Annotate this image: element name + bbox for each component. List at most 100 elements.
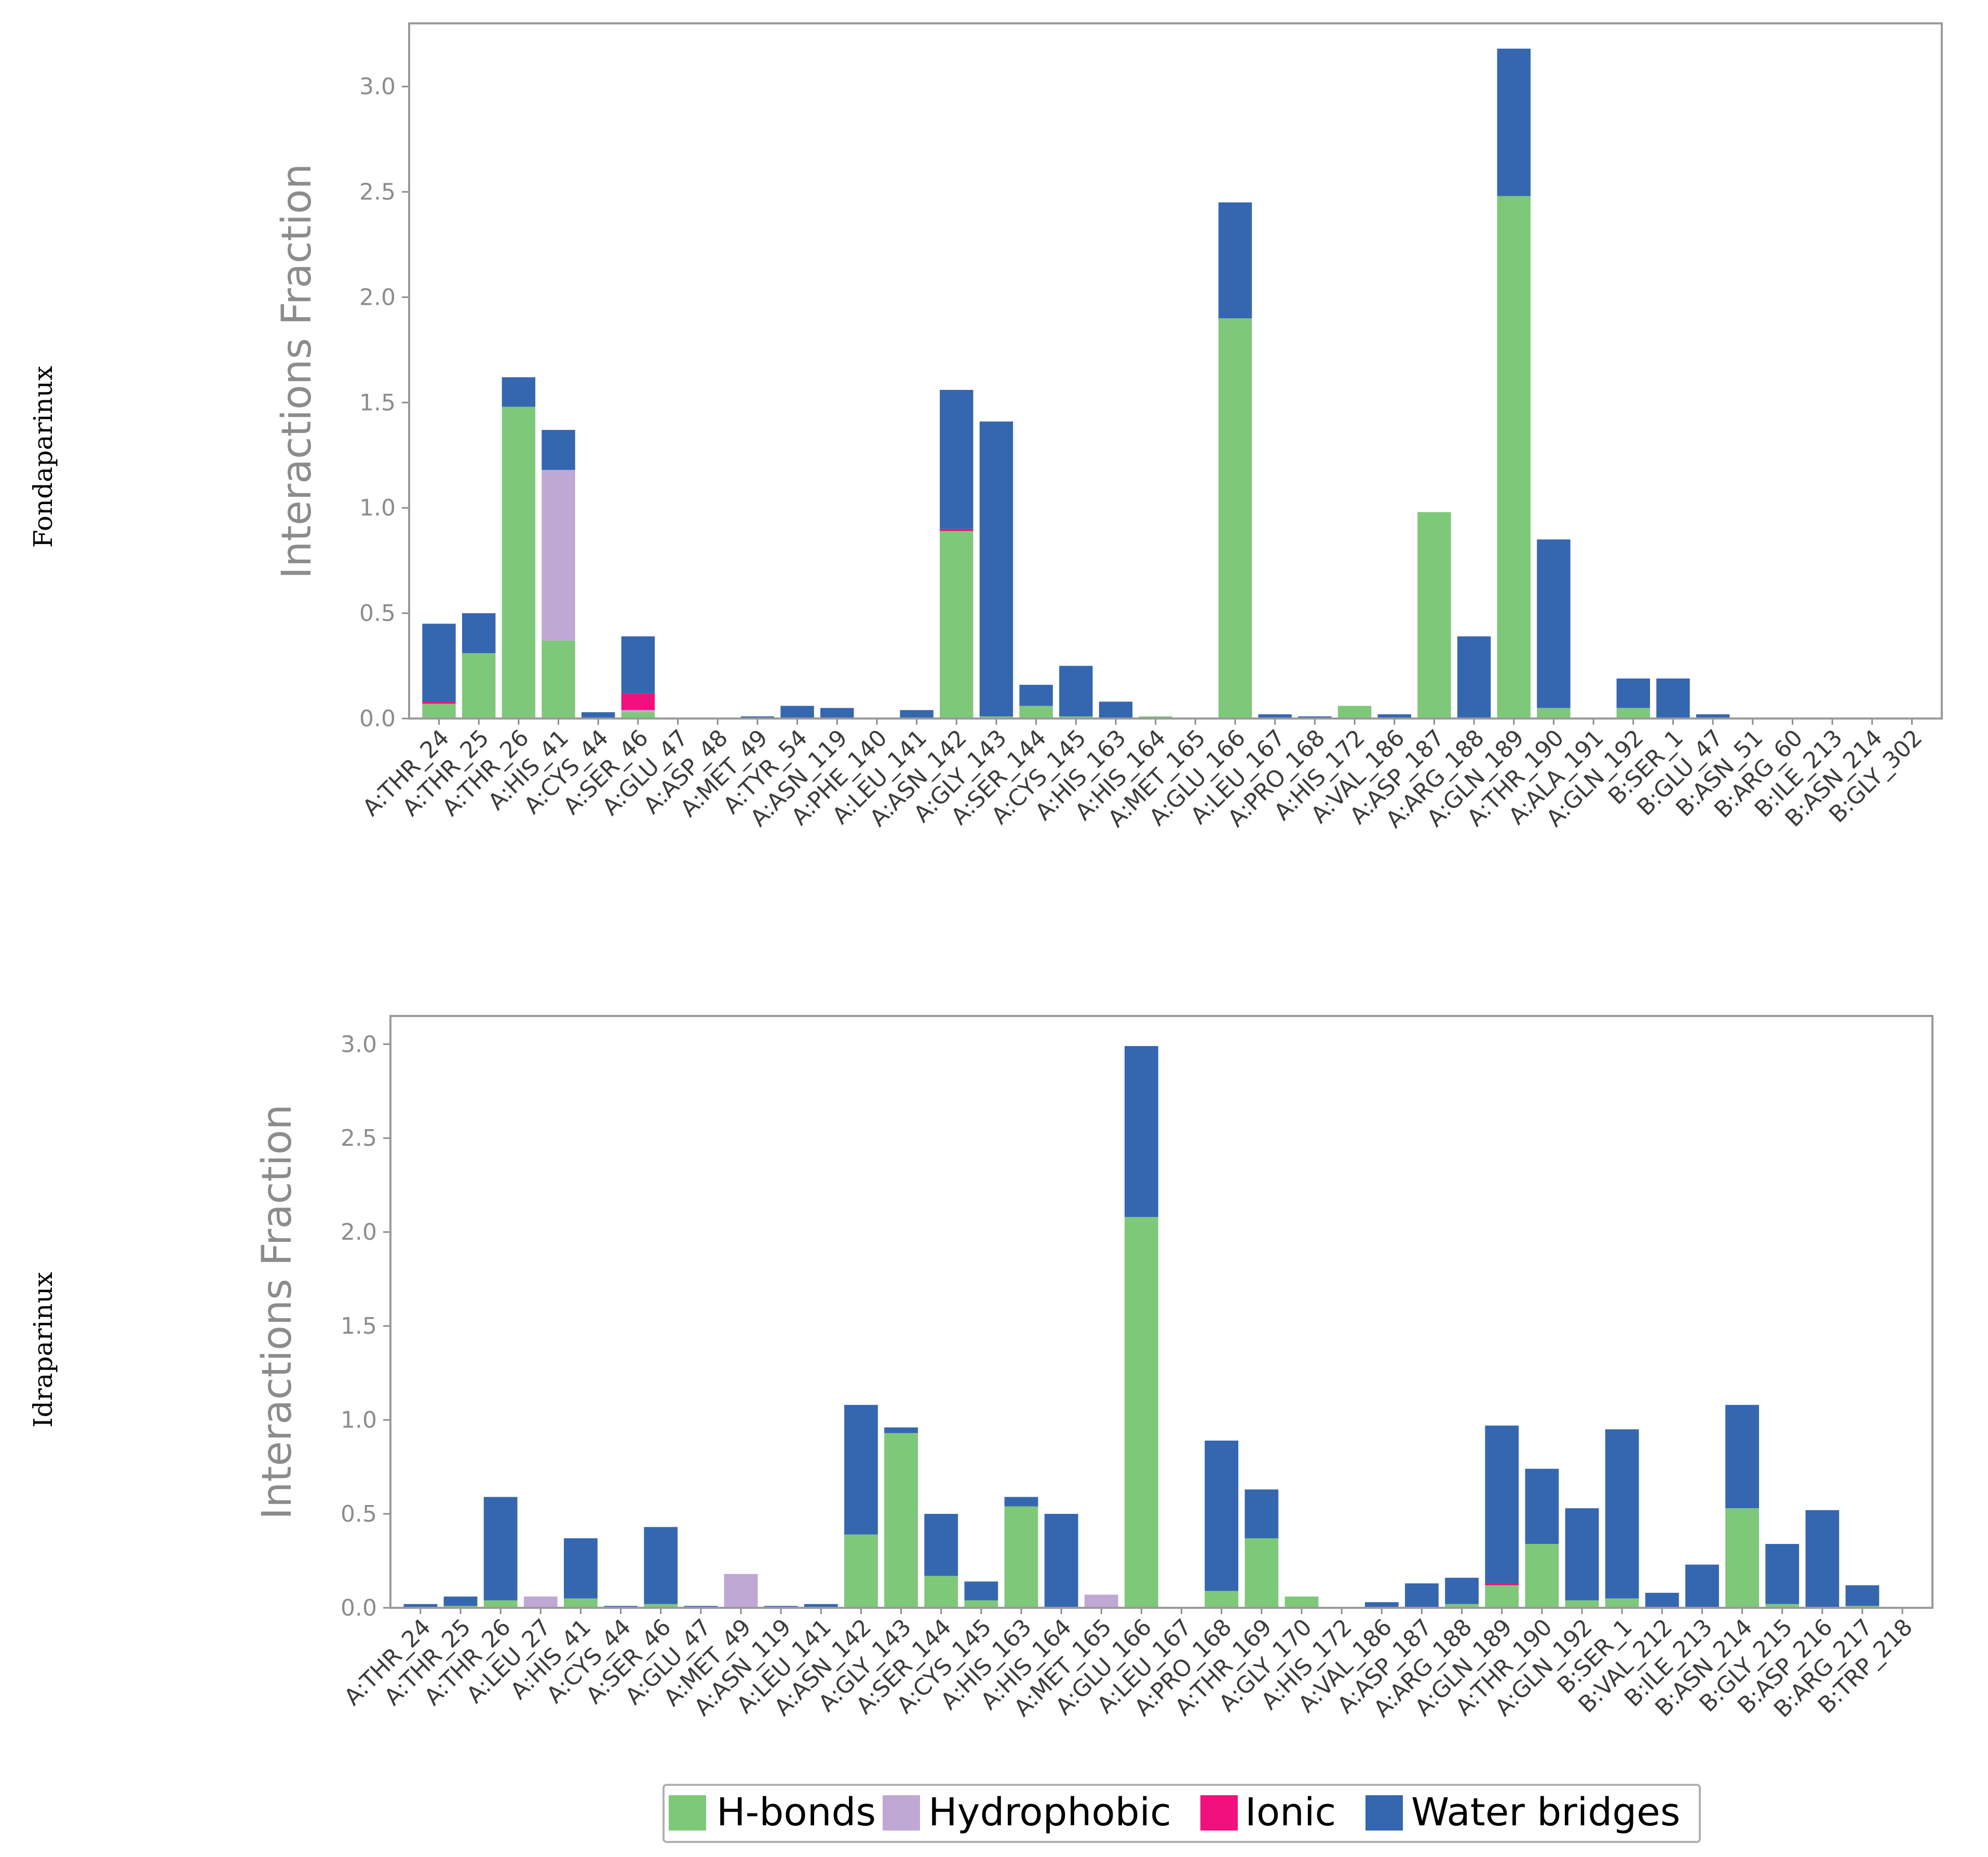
bar-water-bridges-b-val-212 xyxy=(1645,1593,1679,1608)
y-tick-label-4: 2.0 xyxy=(359,284,396,310)
legend-swatch-water-bridges xyxy=(1365,1795,1403,1831)
row-label-fondaparinux: Fondaparinux xyxy=(28,366,58,548)
bar-water-bridges-a-leu-141 xyxy=(804,1604,838,1608)
bar-water-bridges-a-gln-192 xyxy=(1565,1508,1599,1601)
bar-water-bridges-a-ser-46 xyxy=(621,636,655,694)
bar-h-bonds-a-gln-192 xyxy=(1565,1600,1599,1608)
legend-swatch-h-bonds xyxy=(669,1795,706,1831)
legend-frame xyxy=(662,1784,1701,1843)
chart-panel-fondaparinux: A:THR_24A:THR_25A:THR_26A:HIS_41A:CYS_44… xyxy=(274,22,1943,833)
bar-water-bridges-a-thr-24 xyxy=(422,623,456,702)
bar-h-bonds-a-ser-144 xyxy=(1019,706,1053,719)
bar-h-bonds-a-his-172 xyxy=(1337,706,1372,719)
bar-h-bonds-a-arg-188 xyxy=(1445,1604,1479,1608)
bar-water-bridges-a-thr-25 xyxy=(443,1596,478,1606)
bar-h-bonds-a-glu-166 xyxy=(1218,318,1252,719)
y-tick-label-1: 0.5 xyxy=(341,1501,377,1527)
legend-swatch-ionic xyxy=(1200,1795,1238,1831)
bar-water-bridges-a-leu-141 xyxy=(900,710,934,719)
bar-water-bridges-a-leu-167 xyxy=(1258,714,1292,719)
bar-water-bridges-a-val-186 xyxy=(1377,714,1411,719)
bar-water-bridges-a-arg-188 xyxy=(1445,1578,1479,1604)
bar-water-bridges-a-thr-26 xyxy=(502,377,536,407)
bar-water-bridges-a-his-164 xyxy=(1044,1514,1078,1608)
bar-water-bridges-a-tyr-54 xyxy=(780,706,814,719)
y-axis-label: Interactions Fraction xyxy=(274,164,320,579)
bar-water-bridges-a-his-163 xyxy=(1099,701,1133,719)
bar-water-bridges-a-his-41 xyxy=(564,1538,598,1598)
bar-h-bonds-a-cys-145 xyxy=(1059,716,1093,719)
bar-hydrophobic-a-ser-46 xyxy=(621,710,655,712)
legend-label-water-bridges: Water bridges xyxy=(1411,1790,1680,1835)
bar-water-bridges-a-val-186 xyxy=(1364,1602,1399,1608)
plot-area xyxy=(409,23,1942,719)
plot-frame xyxy=(389,1015,1933,1609)
bar-water-bridges-b-glu-47 xyxy=(1696,714,1730,719)
bar-water-bridges-b-gly-215 xyxy=(1765,1543,1800,1604)
bar-h-bonds-a-his-41 xyxy=(542,640,575,719)
legend-label-ionic: Ionic xyxy=(1245,1790,1336,1835)
bar-ionic-a-thr-24 xyxy=(422,701,456,704)
y-tick-label-1: 0.5 xyxy=(359,600,396,627)
legend: H-bonds Hydrophobic Ionic Water bridges xyxy=(662,1784,1701,1843)
bar-ionic-a-gln-189 xyxy=(1485,1583,1519,1585)
bar-h-bonds-a-gly-143 xyxy=(884,1433,918,1608)
bar-h-bonds-a-thr-169 xyxy=(1245,1538,1279,1608)
bar-water-bridges-a-thr-169 xyxy=(1245,1489,1279,1539)
y-tick-label-0: 0.0 xyxy=(359,706,396,732)
bar-water-bridges-a-asn-142 xyxy=(940,390,973,529)
bar-water-bridges-a-pro-168 xyxy=(1298,716,1332,719)
bar-water-bridges-a-glu-166 xyxy=(1218,202,1252,319)
y-tick-label-6: 3.0 xyxy=(341,1031,377,1058)
bar-water-bridges-b-arg-217 xyxy=(1845,1585,1879,1606)
y-tick-label-5: 2.5 xyxy=(359,179,396,206)
y-tick-label-5: 2.5 xyxy=(341,1125,377,1151)
bar-h-bonds-a-his-163 xyxy=(1004,1506,1038,1608)
bar-water-bridges-a-gln-189 xyxy=(1485,1425,1519,1583)
bar-h-bonds-b-asn-214 xyxy=(1725,1508,1759,1608)
bar-water-bridges-a-gln-189 xyxy=(1497,48,1531,196)
bar-water-bridges-a-gly-143 xyxy=(979,421,1013,716)
bar-water-bridges-a-thr-190 xyxy=(1525,1469,1559,1544)
bar-water-bridges-a-met-49 xyxy=(740,716,775,719)
bar-ionic-a-asn-142 xyxy=(940,528,973,531)
bar-h-bonds-a-asn-142 xyxy=(844,1534,878,1608)
bar-h-bonds-a-thr-26 xyxy=(502,406,536,719)
legend-swatch-hydrophobic xyxy=(883,1795,920,1831)
bar-h-bonds-a-asn-142 xyxy=(940,531,973,719)
bar-h-bonds-a-glu-166 xyxy=(1125,1217,1158,1608)
bar-h-bonds-a-gln-189 xyxy=(1497,196,1531,719)
bar-h-bonds-a-ser-46 xyxy=(644,1604,678,1608)
bar-water-bridges-a-glu-166 xyxy=(1125,1046,1158,1217)
bar-h-bonds-b-ser-1 xyxy=(1605,1598,1639,1608)
bar-water-bridges-b-ser-1 xyxy=(1656,678,1690,719)
bar-water-bridges-a-ser-144 xyxy=(1019,685,1053,706)
bar-h-bonds-a-his-41 xyxy=(564,1598,598,1608)
bar-h-bonds-a-gln-192 xyxy=(1616,708,1650,719)
plot-frame xyxy=(408,22,1943,720)
bar-water-bridges-a-gln-192 xyxy=(1616,678,1650,708)
bar-h-bonds-a-thr-24 xyxy=(422,703,456,719)
bar-water-bridges-a-thr-26 xyxy=(483,1497,518,1601)
bar-water-bridges-a-ser-144 xyxy=(924,1514,958,1576)
bar-water-bridges-a-pro-168 xyxy=(1205,1440,1239,1591)
bar-h-bonds-a-his-164 xyxy=(1139,716,1172,719)
bar-water-bridges-a-asn-142 xyxy=(844,1405,878,1535)
bar-hydrophobic-a-his-41 xyxy=(542,470,575,641)
bar-h-bonds-a-gly-170 xyxy=(1284,1596,1319,1608)
y-axis-label: Interactions Fraction xyxy=(254,1104,301,1520)
y-tick-label-4: 2.0 xyxy=(341,1219,377,1245)
bar-h-bonds-b-gly-215 xyxy=(1765,1604,1800,1608)
bar-h-bonds-a-ser-144 xyxy=(924,1576,958,1608)
legend-label-hydrophobic: Hydrophobic xyxy=(928,1790,1171,1835)
bar-h-bonds-a-gln-189 xyxy=(1485,1585,1519,1608)
bar-h-bonds-a-asp-187 xyxy=(1417,512,1451,719)
y-tick-label-2: 1.0 xyxy=(341,1407,377,1433)
bar-water-bridges-a-gly-143 xyxy=(884,1427,918,1433)
plot-area xyxy=(390,1016,1932,1608)
bar-h-bonds-a-pro-168 xyxy=(1205,1591,1239,1608)
bar-hydrophobic-a-met-49 xyxy=(724,1574,758,1608)
row-label-idraparinux: Idraparinux xyxy=(28,1272,58,1428)
y-tick-label-3: 1.5 xyxy=(359,389,396,416)
